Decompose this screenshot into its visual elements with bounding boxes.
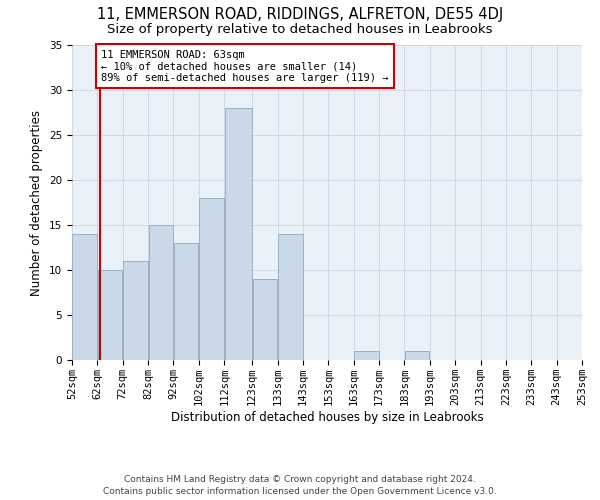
Bar (98, 270, 122, 360)
Bar (405, 351, 430, 360)
Bar (278, 234, 302, 360)
Bar (224, 108, 252, 360)
Bar (73, 234, 97, 360)
X-axis label: Distribution of detached houses by size in Leabrooks: Distribution of detached houses by size … (170, 410, 484, 424)
Text: Contains HM Land Registry data © Crown copyright and database right 2024.
Contai: Contains HM Land Registry data © Crown c… (103, 474, 497, 496)
Bar (253, 279, 277, 360)
Y-axis label: Number of detached properties: Number of detached properties (31, 110, 43, 296)
Bar (354, 351, 379, 360)
Text: Size of property relative to detached houses in Leabrooks: Size of property relative to detached ho… (107, 22, 493, 36)
Bar (149, 225, 173, 360)
Bar (199, 198, 224, 360)
Text: 11 EMMERSON ROAD: 63sqm
← 10% of detached houses are smaller (14)
89% of semi-de: 11 EMMERSON ROAD: 63sqm ← 10% of detache… (101, 50, 389, 82)
Bar (174, 243, 199, 360)
Text: 11, EMMERSON ROAD, RIDDINGS, ALFRETON, DE55 4DJ: 11, EMMERSON ROAD, RIDDINGS, ALFRETON, D… (97, 8, 503, 22)
Bar (123, 261, 148, 360)
